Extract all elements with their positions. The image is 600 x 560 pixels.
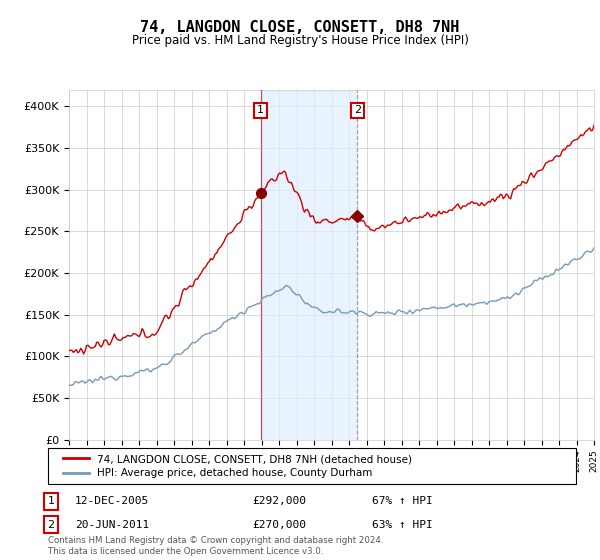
Text: £292,000: £292,000 bbox=[252, 496, 306, 506]
Text: 2: 2 bbox=[47, 520, 55, 530]
Legend: 74, LANGDON CLOSE, CONSETT, DH8 7NH (detached house), HPI: Average price, detach: 74, LANGDON CLOSE, CONSETT, DH8 7NH (det… bbox=[58, 450, 416, 483]
Text: Contains HM Land Registry data © Crown copyright and database right 2024.
This d: Contains HM Land Registry data © Crown c… bbox=[48, 536, 383, 556]
Text: 63% ↑ HPI: 63% ↑ HPI bbox=[372, 520, 433, 530]
Text: 12-DEC-2005: 12-DEC-2005 bbox=[75, 496, 149, 506]
Bar bbox=[260, 90, 357, 440]
Text: 67% ↑ HPI: 67% ↑ HPI bbox=[372, 496, 433, 506]
Text: £270,000: £270,000 bbox=[252, 520, 306, 530]
Text: 20-JUN-2011: 20-JUN-2011 bbox=[75, 520, 149, 530]
Text: 1: 1 bbox=[47, 496, 55, 506]
Text: 2: 2 bbox=[353, 105, 361, 115]
Text: Price paid vs. HM Land Registry's House Price Index (HPI): Price paid vs. HM Land Registry's House … bbox=[131, 34, 469, 46]
Text: 1: 1 bbox=[257, 105, 264, 115]
Text: 74, LANGDON CLOSE, CONSETT, DH8 7NH: 74, LANGDON CLOSE, CONSETT, DH8 7NH bbox=[140, 20, 460, 35]
